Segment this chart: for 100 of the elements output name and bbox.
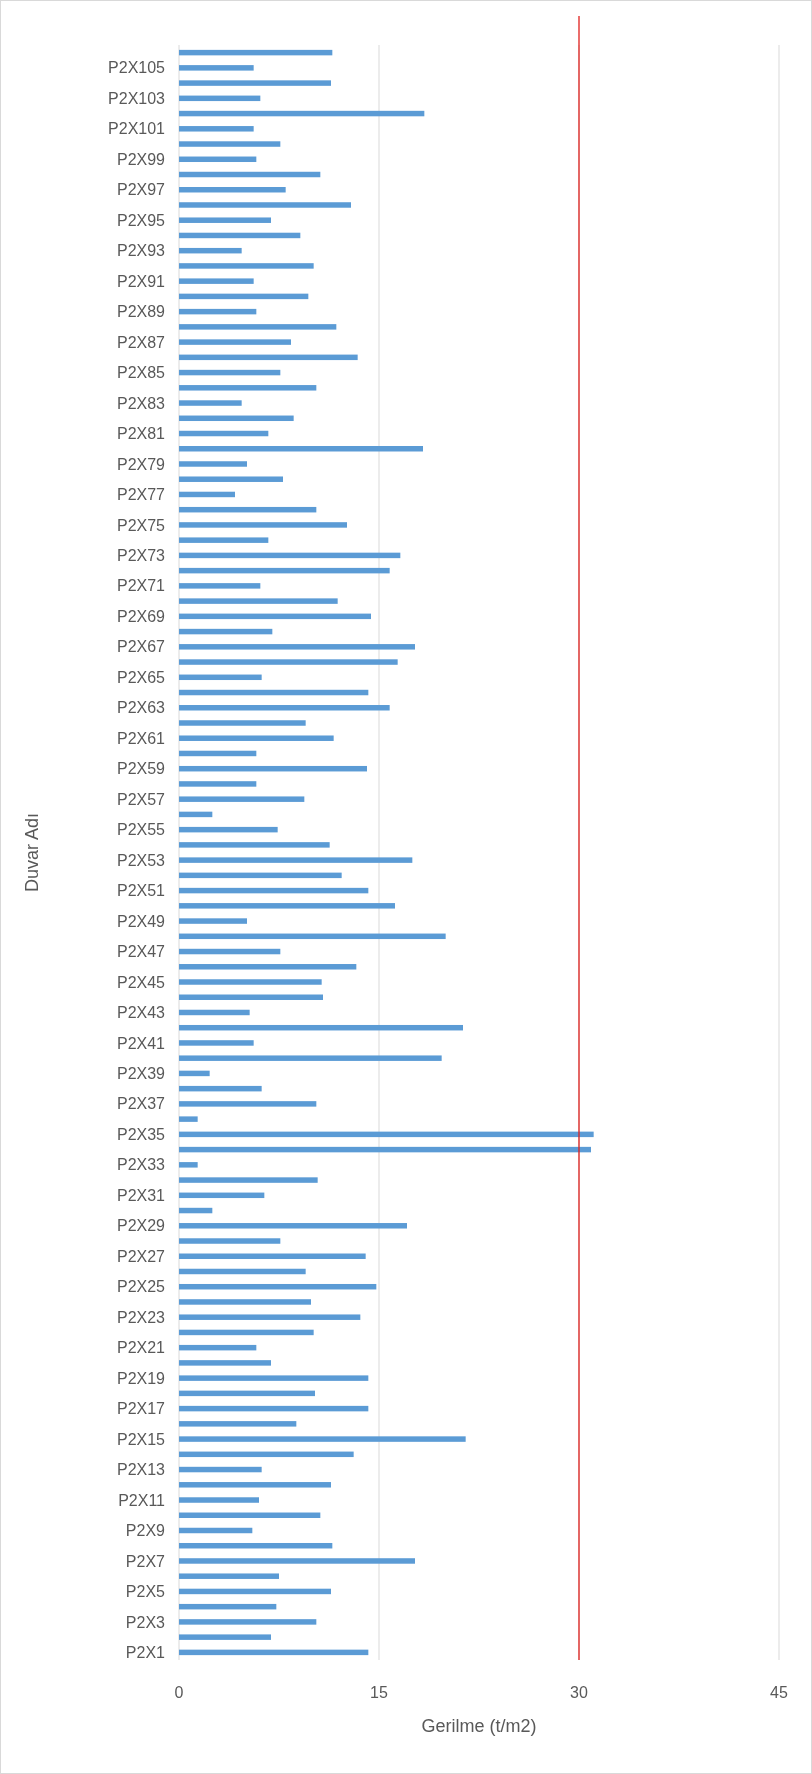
bar — [179, 994, 323, 1000]
bar — [179, 1162, 198, 1168]
bar — [179, 1436, 466, 1442]
y-tick-label: P2X55 — [116, 821, 166, 839]
bar — [179, 1223, 407, 1229]
bar — [179, 308, 257, 315]
y-tick-label: P2X1 — [125, 1643, 166, 1661]
bar — [179, 735, 334, 741]
y-tick-label: P2X91 — [116, 272, 166, 290]
bar — [179, 552, 401, 559]
bar — [179, 1542, 333, 1549]
bar — [179, 476, 283, 482]
bar — [179, 1024, 463, 1031]
bar — [179, 1268, 306, 1275]
y-tick-label: P2X69 — [116, 607, 166, 625]
bar — [179, 522, 347, 528]
y-tick-label: P2X103 — [108, 89, 166, 107]
bar — [179, 918, 247, 924]
bar — [179, 1573, 279, 1579]
y-tick-label: P2X77 — [116, 486, 166, 504]
bar — [179, 659, 398, 665]
bar — [179, 598, 338, 604]
bar — [179, 187, 286, 193]
bar — [179, 1070, 210, 1077]
bar — [179, 171, 321, 178]
bar — [179, 857, 413, 863]
y-tick-label: P2X49 — [116, 912, 166, 930]
bar — [179, 1329, 314, 1336]
bar — [179, 1192, 265, 1199]
y-tick-label: P2X101 — [108, 120, 166, 138]
y-tick-label: P2X99 — [116, 150, 166, 168]
y-tick-label: P2X17 — [116, 1400, 166, 1418]
bar — [179, 65, 254, 71]
x-tick-label: 15 — [370, 1684, 388, 1701]
y-tick-label: P2X39 — [116, 1065, 166, 1083]
bar — [179, 369, 281, 376]
bar — [179, 872, 342, 879]
bar — [179, 933, 446, 940]
bar — [179, 461, 247, 467]
bar — [179, 263, 314, 269]
bar — [179, 400, 242, 406]
bar — [179, 446, 423, 452]
x-axis-title: Gerilme (t/m2) — [421, 1716, 537, 1736]
y-tick-label: P2X105 — [108, 59, 166, 77]
bar — [179, 1116, 198, 1122]
y-tick-label: P2X29 — [116, 1217, 166, 1235]
bar — [179, 1421, 297, 1427]
y-tick-label: P2X15 — [116, 1430, 166, 1448]
y-tick-label: P2X97 — [116, 181, 166, 199]
y-tick-label: P2X89 — [116, 303, 166, 321]
bar — [179, 232, 301, 239]
bar — [179, 202, 351, 208]
y-tick-label: P2X27 — [116, 1247, 166, 1265]
bar — [179, 674, 262, 681]
bar — [179, 1588, 331, 1595]
y-tick-label: P2X9 — [125, 1522, 166, 1540]
bar — [179, 1649, 369, 1656]
y-tick-label: P2X19 — [116, 1369, 166, 1387]
y-tick-label: P2X43 — [116, 1004, 166, 1022]
x-tick-label: 0 — [174, 1684, 184, 1701]
bar — [179, 385, 317, 391]
bar — [179, 1375, 369, 1381]
bar — [179, 156, 257, 163]
y-tick-label: P2X31 — [116, 1186, 166, 1204]
bar — [179, 1360, 271, 1366]
bar — [179, 506, 317, 513]
bar — [179, 1405, 369, 1412]
bar — [179, 1482, 331, 1488]
y-tick-label: P2X37 — [116, 1095, 166, 1113]
y-tick-label: P2X7 — [125, 1552, 166, 1570]
bar — [179, 750, 257, 757]
bar — [179, 95, 261, 102]
y-tick-label: P2X95 — [116, 211, 166, 229]
y-tick-label: P2X93 — [116, 242, 166, 260]
y-tick-label: P2X35 — [116, 1125, 166, 1143]
bar — [179, 278, 254, 284]
bar — [179, 842, 330, 848]
bar — [179, 126, 254, 132]
bar — [179, 217, 271, 223]
bar — [179, 1238, 281, 1244]
bar — [179, 1558, 415, 1564]
y-tick-label: P2X33 — [116, 1156, 166, 1174]
y-tick-label: P2X85 — [116, 364, 166, 382]
bar — [179, 1512, 321, 1518]
bar — [179, 948, 281, 955]
bar — [179, 537, 269, 543]
bar — [179, 1634, 271, 1640]
y-tick-label: P2X51 — [116, 882, 166, 900]
y-tick-label: P2X71 — [116, 577, 166, 595]
bar — [179, 247, 242, 254]
bar — [179, 689, 369, 696]
y-axis-title: Duvar Adı — [22, 812, 42, 893]
bar — [179, 964, 357, 970]
bar — [179, 415, 294, 422]
bar — [179, 1009, 250, 1016]
bar — [179, 1451, 354, 1458]
bar — [179, 765, 367, 772]
bar — [179, 583, 261, 589]
bar — [179, 811, 213, 818]
bar — [179, 1131, 594, 1138]
